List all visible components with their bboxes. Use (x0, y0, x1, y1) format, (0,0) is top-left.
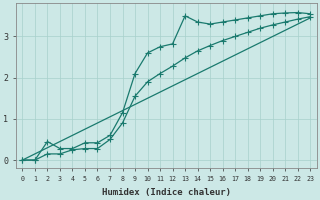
X-axis label: Humidex (Indice chaleur): Humidex (Indice chaleur) (102, 188, 231, 197)
